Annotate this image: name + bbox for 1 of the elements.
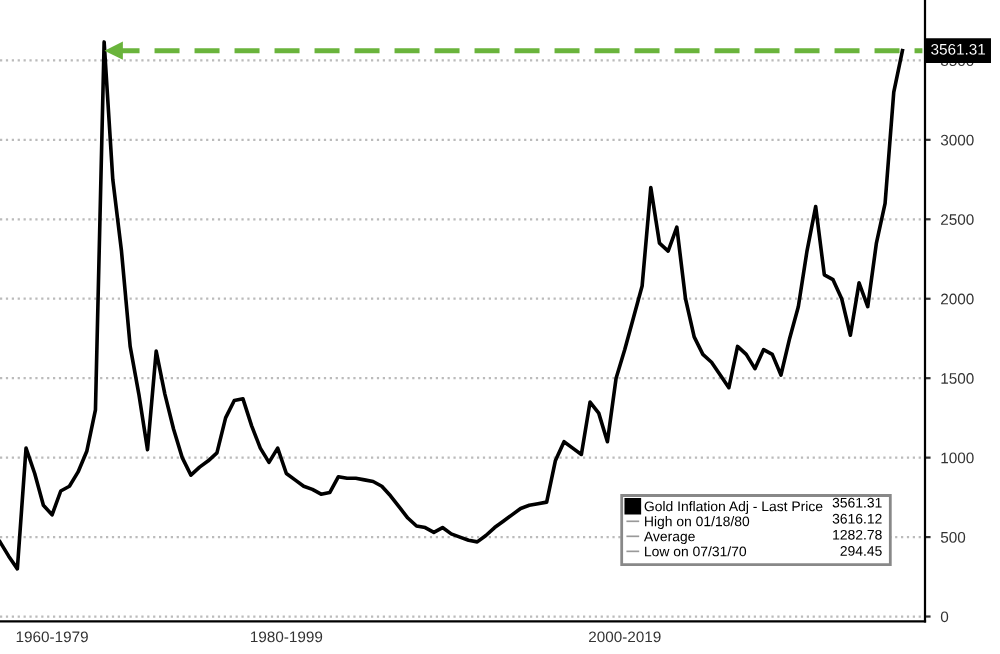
line-series [0, 40, 905, 571]
